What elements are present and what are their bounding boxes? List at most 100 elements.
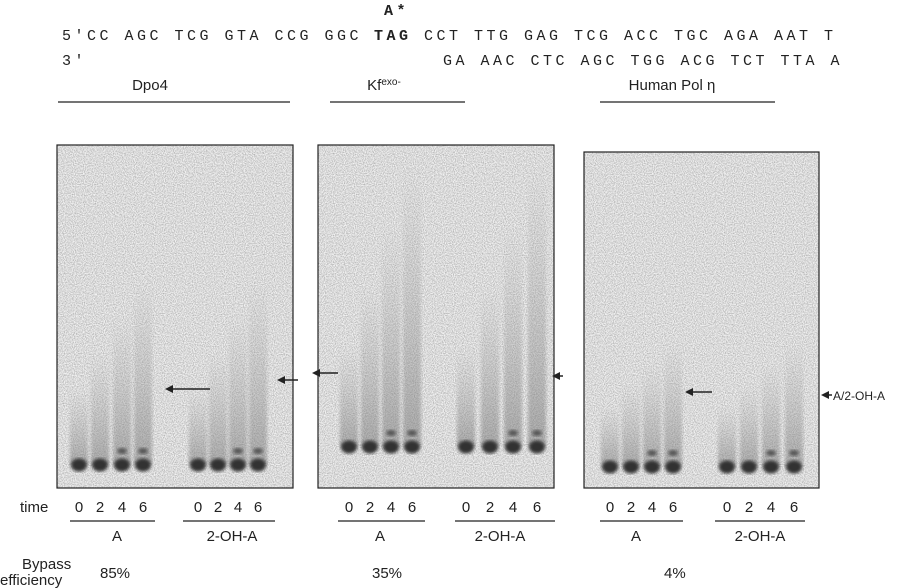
gel-band-minor [253,448,263,454]
arrow-head [165,385,173,393]
gel-band [602,460,618,474]
gel-smear [504,227,522,447]
panel-title-superscript: exo- [381,77,400,88]
time-label: 0 [345,499,353,516]
group-label: 2-OH-A [207,528,258,545]
gel-band-minor [766,450,776,456]
group-label: A [375,528,385,545]
bypass-label: efficiency [0,572,63,588]
group-label: A [112,528,122,545]
arrow-head [312,369,320,377]
gel-band-minor [407,430,417,436]
time-label: 0 [75,499,83,516]
time-label: 6 [533,499,541,516]
time-label: 6 [254,499,262,516]
arrow-head [277,376,285,384]
bypass-efficiency: 35% [372,565,402,582]
gel-band-minor [532,430,542,436]
gel-smear [481,287,499,447]
time-label: 6 [139,499,147,516]
gel-band [341,440,357,454]
gel-smear [229,317,247,465]
time-label: 2 [96,499,104,516]
gel-band [250,458,266,472]
gel-smear [113,317,131,465]
arrow-label: A/2-OH-A [833,389,885,403]
gel-band [505,440,521,454]
time-label: 4 [118,499,126,516]
time-axis-label: time [20,499,48,516]
gel-frame [583,151,820,489]
arrow-head [685,388,693,396]
sequence-text: 5'CC AGC TCG GTA CCG GGC [62,28,359,45]
panel-title: Dpo4 [132,77,168,94]
gel-band [763,460,779,474]
time-label: 4 [648,499,656,516]
gel-frame [56,144,294,489]
sequence-text: GA AAC CTC AGC TGG ACG TCT TTA A [443,53,840,70]
gel-band [210,458,226,472]
gel-smear [740,385,758,467]
gel-band [190,458,206,472]
time-label: 2 [627,499,635,516]
gel-band [230,458,246,472]
time-label: 4 [234,499,242,516]
sequence-text: 3' [62,53,84,70]
gel-band [383,440,399,454]
gel-band [92,458,108,472]
panel-title: Kfexo- [367,77,401,94]
gel-band-minor [789,450,799,456]
time-label: 0 [194,499,202,516]
panel-title-text: Kf [367,77,382,94]
panel-title-text: Dpo4 [132,77,168,94]
sequence-text: CCT TTG GAG TCG ACC TGC AGA AAT T [424,28,833,45]
gel-band [665,460,681,474]
gel-smear [622,385,640,467]
time-label: 6 [790,499,798,516]
gel-band-minor [647,450,657,456]
gel-band [404,440,420,454]
arrow-head [821,391,829,399]
time-label: 6 [408,499,416,516]
gel-band-minor [668,450,678,456]
gel-band [482,440,498,454]
gel-band [71,458,87,472]
gel-smear [209,353,227,465]
gel-grain [584,152,819,488]
gel-band-minor [386,430,396,436]
gel-band [623,460,639,474]
gel-frame [317,144,555,489]
time-label: 6 [669,499,677,516]
bypass-label: Bypass [22,556,71,573]
gel-band [135,458,151,472]
gel-smear [382,227,400,447]
group-label: 2-OH-A [475,528,526,545]
gel-smear [664,343,682,467]
gel-smear [601,406,619,467]
panel-title: Human Pol η [629,77,716,94]
gel-smear [643,364,661,467]
time-label: 2 [745,499,753,516]
time-label: 4 [509,499,517,516]
gel-smear [340,347,358,447]
gel-smear [361,287,379,447]
sequence-text: TAG [374,28,408,45]
gel-band-minor [117,448,127,454]
gel-smear [249,281,267,465]
time-label: 2 [214,499,222,516]
gel-band [786,460,802,474]
gel-band [362,440,378,454]
group-label: 2-OH-A [735,528,786,545]
gel-band [529,440,545,454]
bypass-efficiency: 85% [100,565,130,582]
time-label: 0 [606,499,614,516]
time-label: 0 [723,499,731,516]
gel-band-minor [508,430,518,436]
panel-title-text: Human Pol η [629,77,716,94]
gel-smear [403,167,421,447]
gel-band-minor [138,448,148,454]
gel-smear [457,347,475,447]
gel-smear [189,389,207,465]
time-label: 2 [366,499,374,516]
